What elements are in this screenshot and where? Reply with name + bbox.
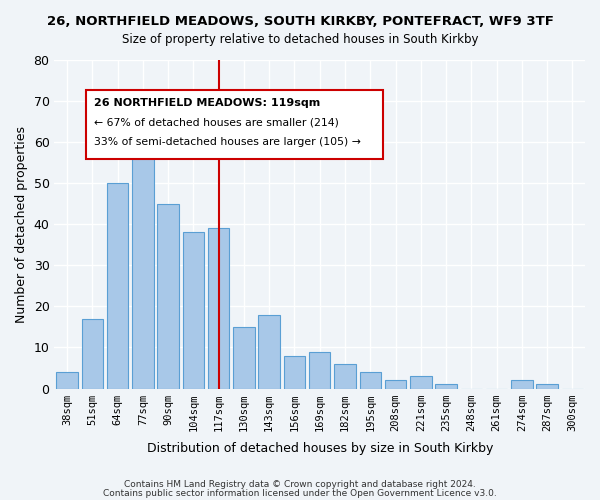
Bar: [309, 352, 331, 389]
Bar: [56, 372, 78, 388]
Bar: [259, 314, 280, 388]
Bar: [82, 318, 103, 388]
Bar: [385, 380, 406, 388]
Bar: [107, 183, 128, 388]
Bar: [233, 327, 254, 388]
Text: Size of property relative to detached houses in South Kirkby: Size of property relative to detached ho…: [122, 32, 478, 46]
Text: ← 67% of detached houses are smaller (214): ← 67% of detached houses are smaller (21…: [94, 118, 339, 128]
Bar: [359, 372, 381, 388]
FancyBboxPatch shape: [86, 90, 383, 158]
Text: Contains HM Land Registry data © Crown copyright and database right 2024.: Contains HM Land Registry data © Crown c…: [124, 480, 476, 489]
Text: Contains public sector information licensed under the Open Government Licence v3: Contains public sector information licen…: [103, 488, 497, 498]
Bar: [511, 380, 533, 388]
Bar: [132, 146, 154, 388]
X-axis label: Distribution of detached houses by size in South Kirkby: Distribution of detached houses by size …: [146, 442, 493, 455]
Bar: [410, 376, 431, 388]
Bar: [334, 364, 356, 388]
Bar: [284, 356, 305, 388]
Bar: [536, 384, 558, 388]
Y-axis label: Number of detached properties: Number of detached properties: [15, 126, 28, 323]
Text: 26 NORTHFIELD MEADOWS: 119sqm: 26 NORTHFIELD MEADOWS: 119sqm: [94, 98, 320, 108]
Bar: [435, 384, 457, 388]
Bar: [208, 228, 229, 388]
Bar: [182, 232, 204, 388]
Text: 33% of semi-detached houses are larger (105) →: 33% of semi-detached houses are larger (…: [94, 137, 361, 147]
Bar: [157, 204, 179, 388]
Text: 26, NORTHFIELD MEADOWS, SOUTH KIRKBY, PONTEFRACT, WF9 3TF: 26, NORTHFIELD MEADOWS, SOUTH KIRKBY, PO…: [47, 15, 553, 28]
